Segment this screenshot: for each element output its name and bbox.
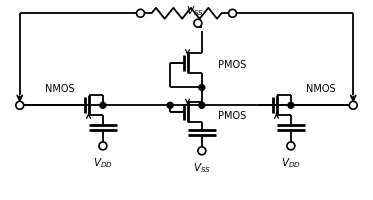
Circle shape (137, 9, 144, 17)
Circle shape (194, 19, 202, 27)
Text: PMOS: PMOS (218, 60, 246, 70)
Circle shape (199, 85, 205, 90)
Text: NMOS: NMOS (306, 84, 335, 94)
Circle shape (349, 101, 357, 109)
Circle shape (198, 147, 206, 155)
Text: $V_{DD}$: $V_{DD}$ (93, 156, 113, 170)
Text: $V_{DD}$: $V_{DD}$ (281, 156, 301, 170)
Text: $V_{SS}$: $V_{SS}$ (193, 161, 211, 175)
Circle shape (99, 142, 107, 150)
Circle shape (199, 102, 205, 108)
Circle shape (167, 102, 173, 108)
Circle shape (16, 101, 24, 109)
Text: NMOS: NMOS (44, 84, 74, 94)
Circle shape (287, 142, 295, 150)
Circle shape (229, 9, 236, 17)
Text: PMOS: PMOS (218, 111, 246, 121)
Circle shape (100, 102, 106, 108)
Text: $V_{SS}$: $V_{SS}$ (186, 4, 204, 18)
Circle shape (288, 102, 294, 108)
